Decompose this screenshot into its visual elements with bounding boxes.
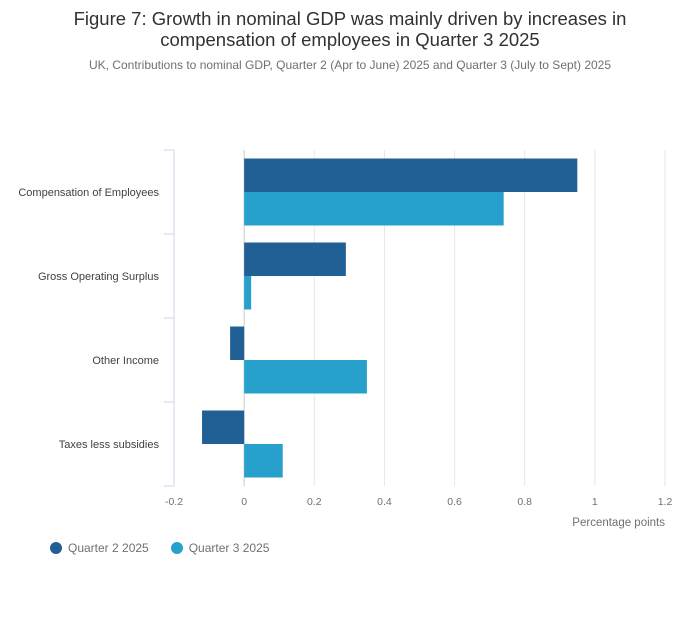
category-label: Taxes less subsidies xyxy=(59,439,160,451)
bar-q3[interactable] xyxy=(244,192,504,226)
bar-q3[interactable] xyxy=(244,360,367,394)
legend-swatch-q3 xyxy=(170,542,183,554)
chart-title: Figure 7: Growth in nominal GDP was main… xyxy=(0,8,700,50)
bar-q2[interactable] xyxy=(244,242,346,277)
x-tick-label: 0.6 xyxy=(447,496,462,508)
bar-q2[interactable] xyxy=(244,158,578,193)
x-tick-label: -0.2 xyxy=(165,496,183,508)
legend-item-q2[interactable]: Quarter 2 2025 xyxy=(50,541,149,555)
category-label: Gross Operating Surplus xyxy=(38,271,160,283)
chart-subtitle: UK, Contributions to nominal GDP, Quarte… xyxy=(88,58,612,72)
category-axis: Compensation of Employees Gross Operating… xyxy=(18,149,175,487)
legend-label-q2: Quarter 2 2025 xyxy=(68,541,149,555)
chart-title-line-2: compensation of employees in Quarter 3 2… xyxy=(160,29,540,50)
value-axis: -0.2 0 0.2 0.4 0.6 0.8 1 1.2 xyxy=(165,496,672,508)
legend-label-q3: Quarter 3 2025 xyxy=(188,541,270,555)
x-tick-label: 0.4 xyxy=(377,496,392,508)
bar-q2[interactable] xyxy=(230,326,245,361)
bar-q3[interactable] xyxy=(244,444,283,478)
chart-title-line-1: Figure 7: Growth in nominal GDP was main… xyxy=(73,8,627,29)
legend-item-q3[interactable]: Quarter 3 2025 xyxy=(170,541,270,555)
x-tick-label: 1.2 xyxy=(658,496,673,508)
x-tick-label: 0.8 xyxy=(517,496,532,508)
bar-q2[interactable] xyxy=(202,410,245,445)
x-axis-label: Percentage points xyxy=(572,517,665,529)
legend-swatch-q2 xyxy=(50,542,62,554)
bars xyxy=(202,158,578,478)
x-tick-label: 1 xyxy=(592,496,598,508)
x-tick-label: 0.2 xyxy=(307,496,322,508)
category-label: Compensation of Employees xyxy=(18,187,159,199)
legend: Quarter 2 2025 Quarter 3 2025 xyxy=(50,541,269,555)
category-label: Other Income xyxy=(92,355,159,367)
x-tick-label: 0 xyxy=(241,496,247,508)
bar-q3[interactable] xyxy=(244,276,252,310)
